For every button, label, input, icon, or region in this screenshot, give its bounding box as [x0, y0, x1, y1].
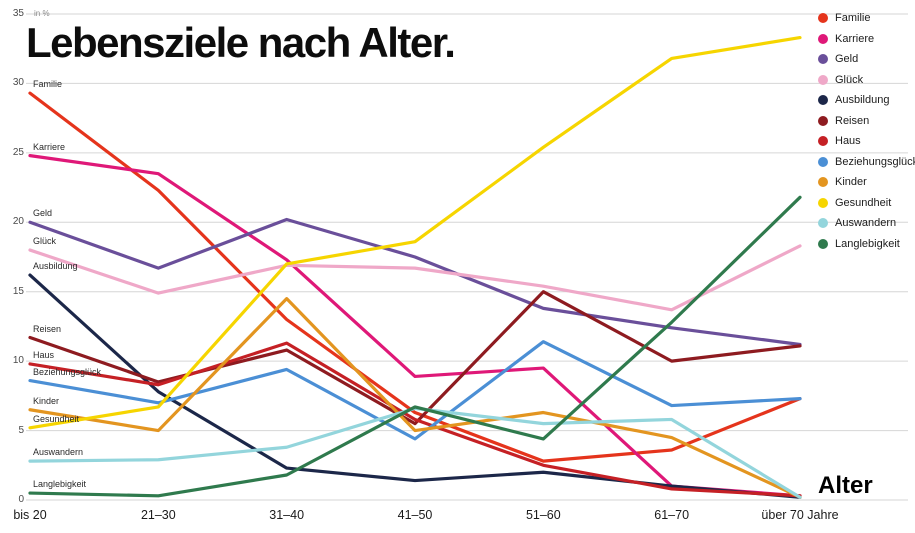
series-start-label-reisen: Reisen — [33, 323, 62, 334]
series-start-label-ausbildung: Ausbildung — [33, 261, 78, 272]
series-start-label-familie: Familie — [33, 79, 63, 90]
chart-title: Lebensziele nach Alter. — [26, 19, 456, 66]
legend-item-kinder: Kinder — [818, 172, 915, 193]
series-start-label-karriere: Karriere — [33, 141, 66, 152]
legend-item-langlebigkeit: Langlebigkeit — [818, 234, 915, 255]
series-line-glück — [28, 244, 802, 312]
legend-label: Geld — [835, 53, 859, 66]
series-line-familie — [28, 91, 802, 463]
x-tick-label: 31–40 — [269, 508, 305, 522]
legend-label: Kinder — [835, 176, 867, 189]
legend-swatch-icon — [818, 218, 828, 229]
y-tick-label: 30 — [12, 77, 24, 89]
series-start-label-glück: Glück — [33, 236, 57, 247]
legend-item-ausbildung: Ausbildung — [818, 90, 915, 111]
series-line-ausbildung — [28, 273, 802, 499]
legend-label: Langlebigkeit — [835, 237, 900, 250]
legend-item-geld: Geld — [818, 49, 915, 70]
series-line-geld — [28, 217, 802, 347]
legend-swatch-icon — [818, 33, 828, 44]
x-tick-label: 51–60 — [525, 508, 561, 522]
series-start-label-gesundheit: Gesundheit — [33, 413, 80, 424]
y-tick-label: 35 — [12, 8, 24, 19]
series-start-label-haus: Haus — [33, 349, 55, 360]
series-start-label-langlebigkeit: Langlebigkeit — [33, 479, 87, 490]
legend-label: Gesundheit — [835, 196, 892, 209]
x-tick-label: über 70 Jahre — [761, 508, 839, 522]
legend-item-gesundheit: Gesundheit — [818, 193, 915, 214]
legend-label: Auswandern — [835, 217, 897, 230]
legend-item-karriere: Karriere — [818, 29, 915, 50]
legend-swatch-icon — [818, 197, 828, 208]
legend-swatch-icon — [818, 74, 828, 85]
legend-swatch-icon — [818, 95, 828, 106]
legend-label: Karriere — [835, 32, 875, 45]
series-line-kinder — [28, 297, 802, 499]
legend-label: Beziehungsglück — [835, 155, 915, 168]
x-tick-label: 41–50 — [397, 508, 433, 522]
legend-item-glück: Glück — [818, 70, 915, 91]
legend-label: Reisen — [835, 114, 870, 127]
y-axis-unit-label: in % — [34, 9, 50, 18]
legend-swatch-icon — [818, 13, 828, 24]
series-start-label-kinder: Kinder — [33, 395, 60, 406]
legend-label: Haus — [835, 135, 861, 148]
series-line-gesundheit — [28, 36, 802, 430]
y-tick-label: 15 — [12, 285, 24, 297]
x-tick-label: 61–70 — [654, 508, 690, 522]
series-line-beziehungsglück — [28, 340, 802, 441]
y-tick-label: 25 — [12, 146, 24, 158]
series-start-label-geld: Geld — [33, 208, 53, 219]
series-line-langlebigkeit — [28, 195, 802, 498]
legend-item-haus: Haus — [818, 131, 915, 152]
x-tick-label: 21–30 — [140, 508, 176, 522]
series-line-reisen — [28, 290, 802, 426]
legend-swatch-icon — [818, 156, 828, 167]
legend-swatch-icon — [818, 54, 828, 65]
legend-swatch-icon — [818, 238, 828, 249]
legend-item-auswandern: Auswandern — [818, 213, 915, 234]
series-line-haus — [28, 341, 802, 498]
legend: Familie Karriere Geld Glück Ausbildung Reisen… — [818, 8, 915, 254]
y-tick-label: 0 — [18, 494, 24, 505]
x-axis-title: Alter — [818, 472, 873, 499]
legend-item-reisen: Reisen — [818, 111, 915, 132]
x-tick-label: bis 20 — [13, 508, 47, 522]
legend-swatch-icon — [818, 177, 828, 188]
legend-swatch-icon — [818, 115, 828, 126]
y-tick-label: 5 — [18, 424, 24, 436]
legend-label: Familie — [835, 12, 871, 25]
legend-item-familie: Familie — [818, 8, 915, 29]
y-tick-label: 20 — [12, 216, 24, 228]
legend-swatch-icon — [818, 136, 828, 147]
series-start-label-beziehungsglück: Beziehungsglück — [33, 366, 102, 377]
legend-label: Ausbildung — [835, 94, 890, 107]
y-tick-label: 10 — [12, 355, 24, 367]
legend-label: Glück — [835, 73, 864, 86]
series-start-label-auswandern: Auswandern — [33, 447, 84, 458]
legend-item-beziehungsglück: Beziehungsglück — [818, 152, 915, 173]
